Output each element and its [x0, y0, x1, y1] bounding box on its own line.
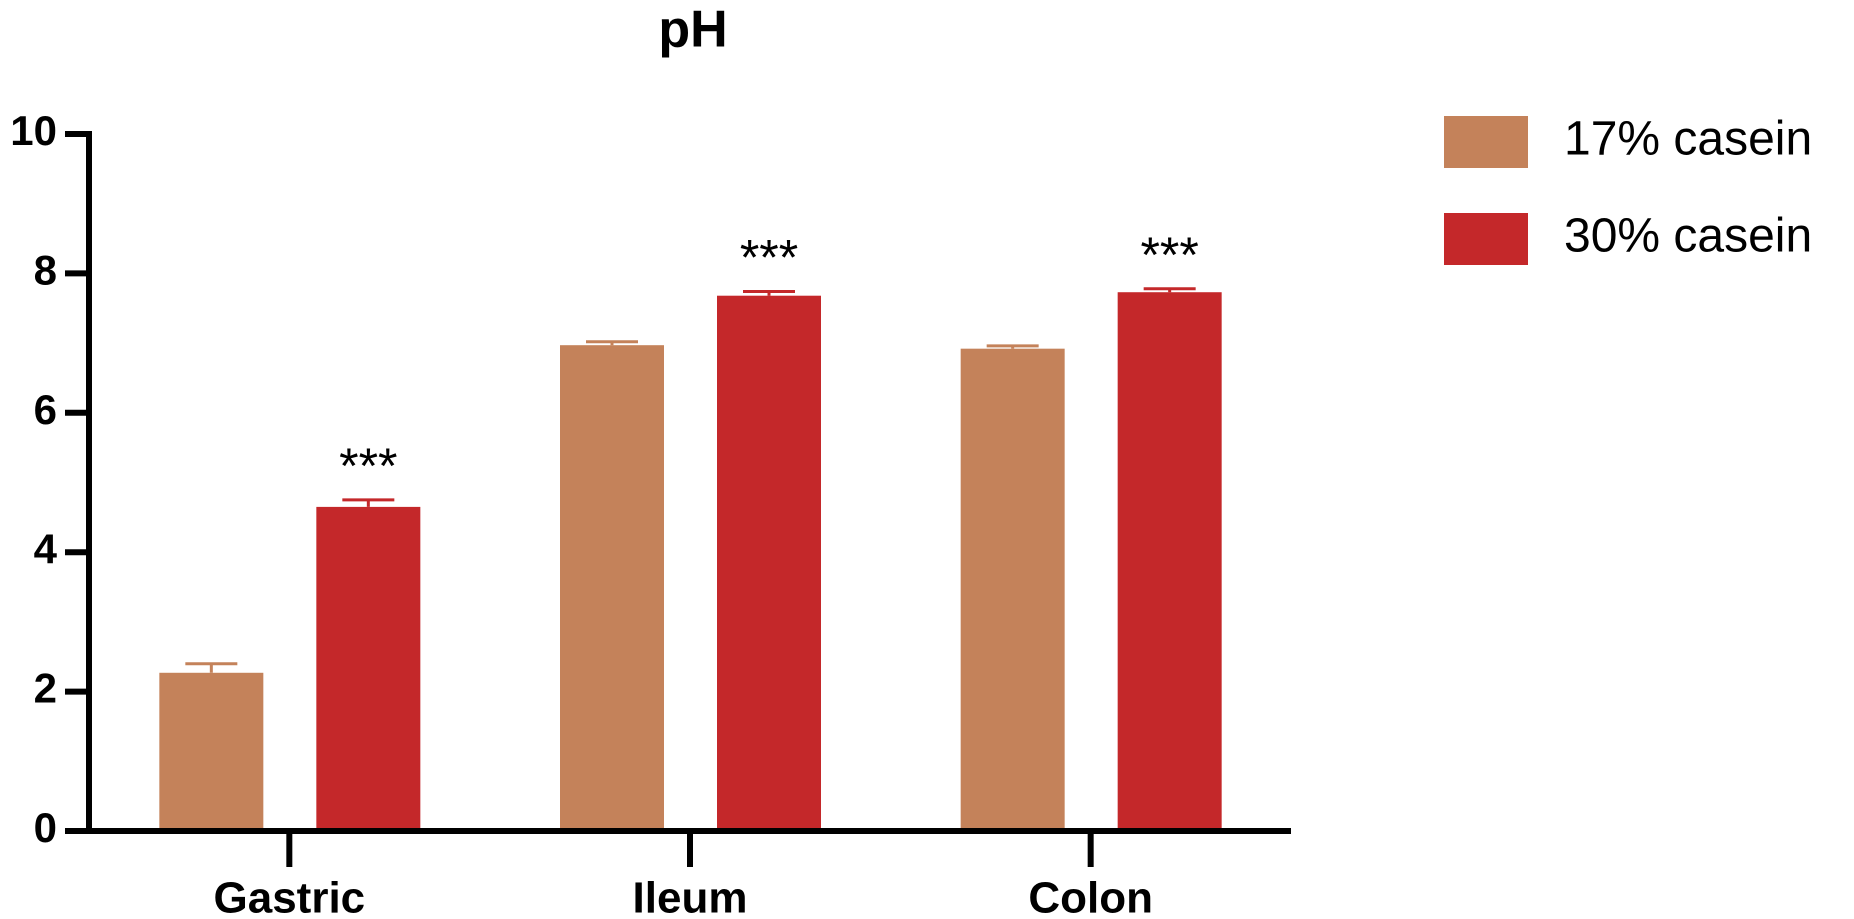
y-tick-label: 0	[34, 804, 57, 851]
y-tick-label: 2	[34, 665, 57, 712]
legend-label: 30% casein	[1564, 210, 1812, 263]
y-tick-label: 10	[10, 107, 57, 154]
error-bar	[986, 344, 1039, 349]
legend-swatch	[1444, 213, 1528, 265]
x-tick-label: Colon	[1028, 874, 1153, 919]
x-tick-label: Gastric	[214, 874, 366, 919]
chart-title: pH	[658, 1, 727, 59]
y-tick-label: 4	[34, 525, 58, 572]
error-bar	[586, 340, 638, 346]
bar	[717, 295, 821, 832]
error-bar	[342, 498, 395, 507]
legend-label: 17% casein	[1564, 113, 1812, 166]
legend-swatch	[1444, 116, 1528, 168]
error-bar	[743, 290, 795, 296]
bar	[316, 506, 421, 831]
bar	[560, 345, 664, 831]
bar	[159, 672, 264, 831]
x-tick-label: Ileum	[633, 874, 748, 919]
significance-label: ***	[339, 438, 397, 494]
bar	[960, 348, 1065, 831]
significance-label: ***	[1140, 227, 1198, 283]
error-bar	[1143, 287, 1196, 293]
y-tick-label: 8	[34, 246, 57, 293]
bar	[1117, 292, 1222, 831]
y-tick-label: 6	[34, 386, 57, 433]
error-bar	[185, 662, 238, 673]
significance-label: ***	[740, 230, 798, 286]
